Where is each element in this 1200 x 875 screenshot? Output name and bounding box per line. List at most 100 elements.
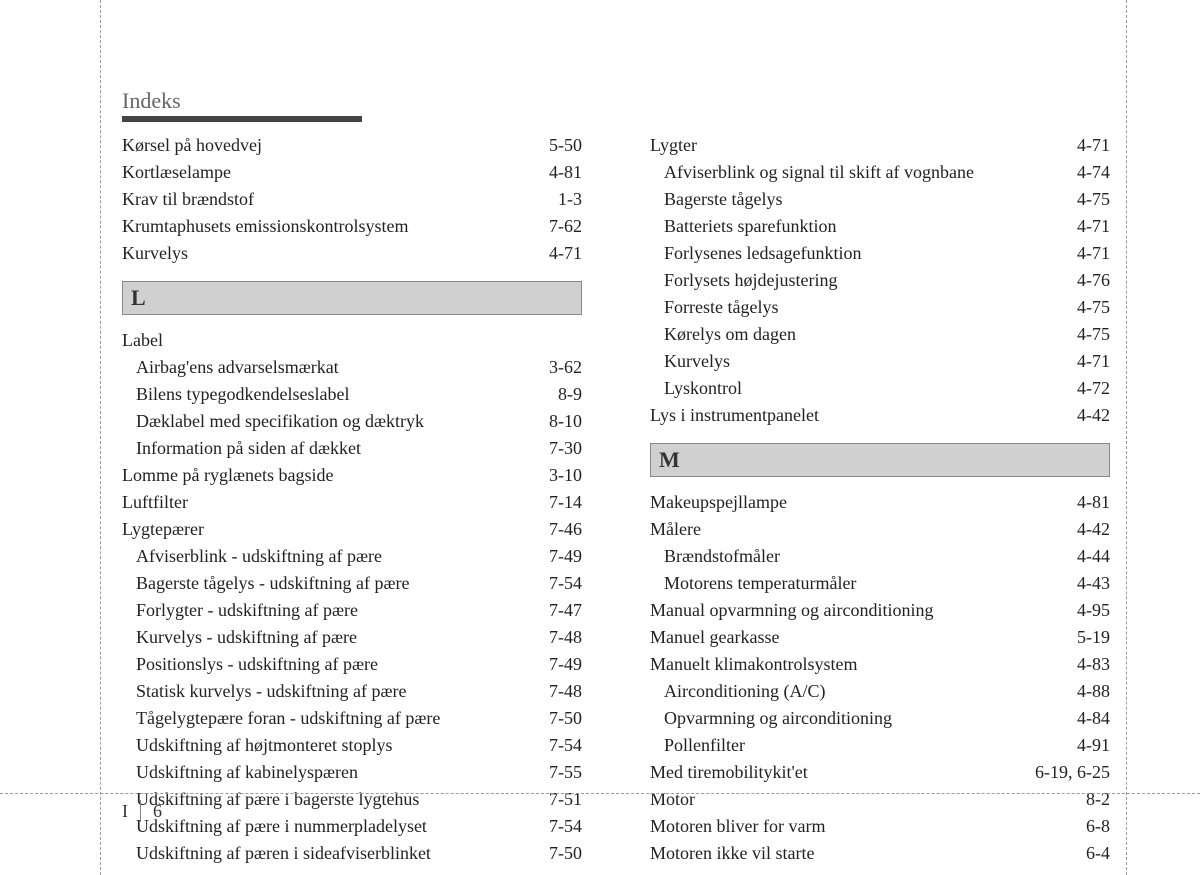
index-entry-page: 7-51 — [549, 786, 582, 813]
index-entry-label: Lomme på ryglænets bagside — [122, 462, 333, 489]
index-entry-label: Lygtepærer — [122, 516, 204, 543]
index-entry-label: Kørelys om dagen — [664, 321, 796, 348]
index-entry-page: 7-48 — [549, 624, 582, 651]
footer-number: 6 — [153, 801, 162, 822]
index-entry-label: Kurvelys - udskiftning af pære — [136, 624, 357, 651]
index-entry-label: Forlygter - udskiftning af pære — [136, 597, 358, 624]
index-entry-page: 3-62 — [549, 354, 582, 381]
index-entry-page: 6-8 — [1086, 813, 1110, 840]
page-footer: I 6 — [122, 800, 162, 822]
index-entry-page: 4-83 — [1077, 651, 1110, 678]
index-entry-label: Udskiftning af pære i bagerste lygtehus — [136, 786, 419, 813]
index-entry: Positionslys - udskiftning af pære7-49 — [122, 651, 582, 678]
index-entry-page: 4-71 — [549, 240, 582, 267]
index-entry-label: Manuel gearkasse — [650, 624, 779, 651]
index-entry-label: Motorens temperaturmåler — [664, 570, 856, 597]
index-column-left: Kørsel på hovedvej5-50Kortlæselampe4-81K… — [122, 132, 582, 867]
index-entry-label: Tågelygtepære foran - udskiftning af pær… — [136, 705, 440, 732]
index-entry-page: 4-84 — [1077, 705, 1110, 732]
index-entry: Med tiremobilitykit'et6-19, 6-25 — [650, 759, 1110, 786]
index-entry-page: 4-42 — [1077, 516, 1110, 543]
index-entry-label: Brændstofmåler — [664, 543, 780, 570]
index-entry-label: Motoren bliver for varm — [650, 813, 825, 840]
index-entry-label: Udskiftning af kabinelyspæren — [136, 759, 358, 786]
index-entry-label: Statisk kurvelys - udskiftning af pære — [136, 678, 406, 705]
index-entry: Motoren ikke vil starte6-4 — [650, 840, 1110, 867]
index-entry-label: Krumtaphusets emissionskontrolsystem — [122, 213, 409, 240]
index-entry: Lygtepærer 7-46 — [122, 516, 582, 543]
index-entry-page: 4-71 — [1077, 348, 1110, 375]
index-entry-label: Airbag'ens advarselsmærkat — [136, 354, 339, 381]
index-entry-page: 8-10 — [549, 408, 582, 435]
index-entry: Motoren bliver for varm 6-8 — [650, 813, 1110, 840]
index-entry-page: 7-62 — [549, 213, 582, 240]
index-entry-label: Dæklabel med specifikation og dæktryk — [136, 408, 424, 435]
index-entry: Manuelt klimakontrolsystem4-83 — [650, 651, 1110, 678]
index-entry-page: 7-54 — [549, 732, 582, 759]
index-entry-page: 5-19 — [1077, 624, 1110, 651]
index-entry-label: Forreste tågelys — [664, 294, 778, 321]
index-entry: Bagerste tågelys 4-75 — [650, 186, 1110, 213]
index-entry: Udskiftning af kabinelyspæren 7-55 — [122, 759, 582, 786]
index-entry: Kurvelys - udskiftning af pære 7-48 — [122, 624, 582, 651]
index-entry-page: 7-46 — [549, 516, 582, 543]
index-entry-page: 7-48 — [549, 678, 582, 705]
index-entry-label: Kortlæselampe — [122, 159, 231, 186]
index-entry-label: Krav til brændstof — [122, 186, 254, 213]
index-entry-page: 4-43 — [1077, 570, 1110, 597]
index-entry: Udskiftning af højtmonteret stoplys 7-54 — [122, 732, 582, 759]
index-entry: Forlysets højdejustering 4-76 — [650, 267, 1110, 294]
index-entry-page: 4-81 — [1077, 489, 1110, 516]
index-entry-page: 4-76 — [1077, 267, 1110, 294]
index-entry: Label — [122, 327, 582, 354]
index-entry-label: Kurvelys — [122, 240, 188, 267]
index-entry: Manual opvarmning og airconditioning4-95 — [650, 597, 1110, 624]
index-entry: Kurvelys 4-71 — [650, 348, 1110, 375]
index-entry-page: 4-75 — [1077, 321, 1110, 348]
index-entry-page: 4-91 — [1077, 732, 1110, 759]
index-entry-page: 4-88 — [1077, 678, 1110, 705]
index-entry-label: Udskiftning af pæren i sideafviserblinke… — [136, 840, 431, 867]
index-entry: Dæklabel med specifikation og dæktryk 8-1… — [122, 408, 582, 435]
index-entry: Luftfilter7-14 — [122, 489, 582, 516]
index-entry-label: Manual opvarmning og airconditioning — [650, 597, 933, 624]
index-section-header: L — [122, 281, 582, 315]
index-entry: Statisk kurvelys - udskiftning af pære 7-… — [122, 678, 582, 705]
index-entry: Krav til brændstof1-3 — [122, 186, 582, 213]
index-entry-label: Forlysets højdejustering — [664, 267, 838, 294]
index-entry: Lygter4-71 — [650, 132, 1110, 159]
index-entry-label: Motoren ikke vil starte — [650, 840, 814, 867]
index-entry-page: 7-55 — [549, 759, 582, 786]
index-entry: Udskiftning af pæren i sideafviserblinke… — [122, 840, 582, 867]
page-title: Indeks — [122, 88, 181, 114]
index-entry-page: 4-74 — [1077, 159, 1110, 186]
index-entry: Forlysenes ledsagefunktion4-71 — [650, 240, 1110, 267]
index-entry-page: 7-50 — [549, 705, 582, 732]
index-entry: Opvarmning og airconditioning4-84 — [650, 705, 1110, 732]
index-entry-label: Udskiftning af højtmonteret stoplys — [136, 732, 392, 759]
index-entry: Målere4-42 — [650, 516, 1110, 543]
index-entry-page: 4-72 — [1077, 375, 1110, 402]
index-entry: Udskiftning af pære i nummerpladelyset7-… — [122, 813, 582, 840]
index-entry: Brændstofmåler4-44 — [650, 543, 1110, 570]
index-entry-page: 4-75 — [1077, 186, 1110, 213]
index-entry-label: Information på siden af dækket — [136, 435, 361, 462]
index-entry-label: Lygter — [650, 132, 697, 159]
index-entry-label: Med tiremobilitykit'et — [650, 759, 808, 786]
index-entry-page: 7-14 — [549, 489, 582, 516]
index-entry-label: Bagerste tågelys — [664, 186, 782, 213]
index-entry: Makeupspejllampe 4-81 — [650, 489, 1110, 516]
index-entry-page: 8-9 — [558, 381, 582, 408]
index-entry: Airbag'ens advarselsmærkat 3-62 — [122, 354, 582, 381]
crop-mark-v-right — [1126, 0, 1127, 875]
index-entry: Udskiftning af pære i bagerste lygtehus 7… — [122, 786, 582, 813]
index-entry-label: Kurvelys — [664, 348, 730, 375]
index-entry: Batteriets sparefunktion4-71 — [650, 213, 1110, 240]
index-entry: Bagerste tågelys - udskiftning af pære7-… — [122, 570, 582, 597]
index-entry-label: Makeupspejllampe — [650, 489, 787, 516]
index-entry: Lyskontrol4-72 — [650, 375, 1110, 402]
index-entry-label: Positionslys - udskiftning af pære — [136, 651, 378, 678]
index-entry: Manuel gearkasse 5-19 — [650, 624, 1110, 651]
index-entry: Motorens temperaturmåler 4-43 — [650, 570, 1110, 597]
index-entry: Kørelys om dagen 4-75 — [650, 321, 1110, 348]
